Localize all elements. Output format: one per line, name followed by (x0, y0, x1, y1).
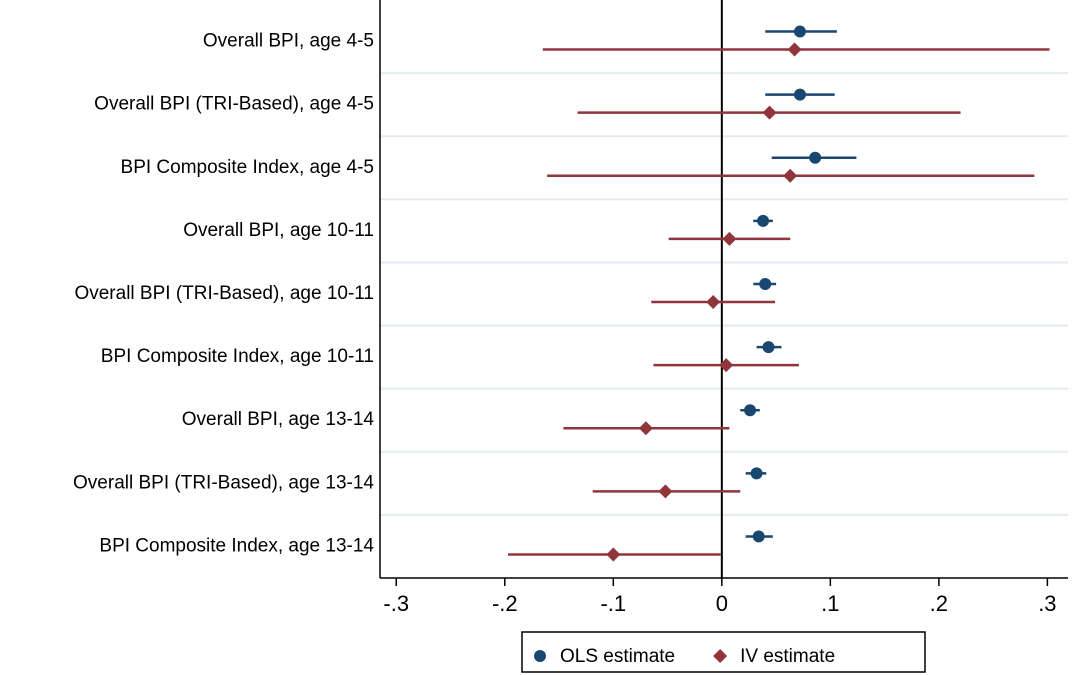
x-tick-label: -.1 (600, 591, 626, 616)
diamond-marker (722, 231, 737, 246)
legend-label: IV estimate (740, 646, 835, 667)
circle-marker (750, 467, 763, 480)
x-tick-label: 0 (716, 591, 728, 616)
x-tick-label: .1 (821, 591, 839, 616)
legend-box (521, 631, 926, 673)
legend: OLS estimate IV estimate (521, 631, 926, 673)
diamond-marker (658, 484, 673, 499)
x-tick-label: -.3 (383, 591, 409, 616)
x-tick-label: .3 (1038, 591, 1056, 616)
diamond-marker (719, 358, 734, 373)
circle-marker (759, 278, 772, 290)
x-tick-label: -.2 (492, 591, 518, 616)
circle-marker (793, 25, 806, 38)
circle-marker (793, 88, 806, 101)
diamond-marker (606, 547, 621, 562)
category-label: BPI Composite Index, age 10-11 (101, 346, 374, 367)
circle-marker (757, 214, 770, 227)
diamond-marker (713, 649, 728, 663)
circle-marker (744, 404, 757, 417)
circle-marker (762, 341, 775, 354)
category-label: Overall BPI, age 10-11 (183, 220, 374, 241)
category-label: Overall BPI (TRI-Based), age 13-14 (73, 472, 374, 493)
category-label: Overall BPI (TRI-Based), age 10-11 (74, 283, 374, 304)
category-label: BPI Composite Index, age 4-5 (121, 157, 374, 178)
category-label: Overall BPI, age 13-14 (182, 409, 375, 430)
diamond-marker (706, 295, 721, 309)
diamond-marker (783, 168, 798, 183)
circle-marker (534, 650, 546, 662)
category-label: BPI Composite Index, age 13-14 (99, 535, 374, 556)
diamond-marker (787, 42, 802, 57)
category-label: Overall BPI, age 4-5 (203, 31, 374, 52)
circle-marker (809, 151, 822, 164)
diamond-marker (762, 105, 777, 120)
circle-marker (752, 530, 765, 543)
x-tick-label: .2 (930, 591, 948, 616)
legend-label: OLS estimate (560, 646, 675, 667)
category-label: Overall BPI (TRI-Based), age 4-5 (94, 94, 374, 115)
diamond-marker (638, 421, 653, 436)
